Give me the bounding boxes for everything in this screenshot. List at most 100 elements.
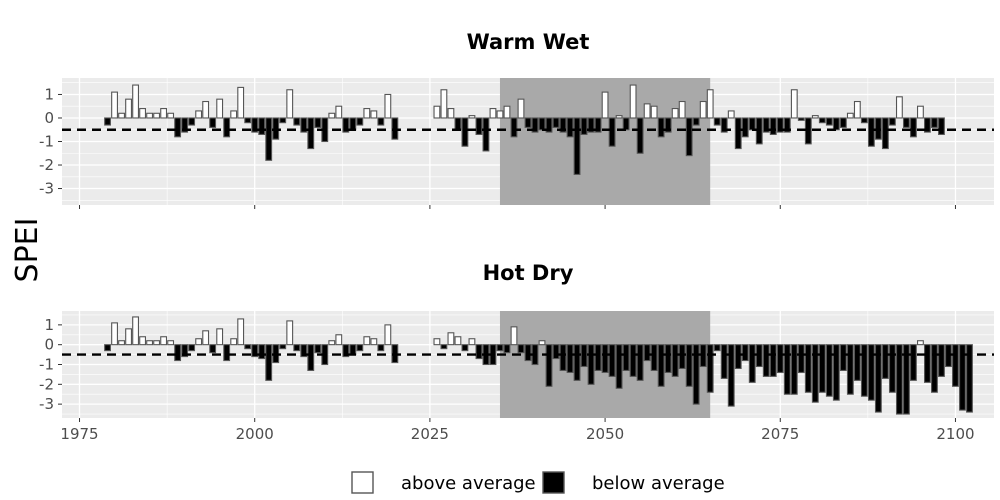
bar-2012: [335, 334, 343, 346]
bar-1992: [195, 338, 203, 346]
bar-2083: [832, 344, 840, 401]
bar-1991: [188, 117, 196, 126]
bar-2093: [902, 344, 910, 415]
bar-2085: [846, 344, 854, 395]
bar-2040: [531, 117, 539, 133]
bar-2038: [517, 344, 525, 354]
bar-2014: [349, 117, 357, 131]
bar-2087: [860, 117, 868, 124]
bar-2092: [895, 96, 903, 119]
bar-2070: [741, 344, 749, 362]
bar-2004: [279, 344, 287, 350]
bar-1999: [244, 344, 252, 350]
bar-1996: [223, 117, 231, 138]
bar-2058: [657, 117, 665, 138]
bar-1990: [181, 344, 189, 358]
bar-1999: [244, 117, 252, 124]
bar-2083: [832, 117, 840, 131]
bar-2045: [566, 117, 574, 138]
bar-1987: [160, 108, 168, 119]
bar-2037: [510, 117, 518, 138]
bar-2027: [440, 89, 448, 119]
legend-key-0: [351, 471, 374, 494]
bar-2002: [265, 344, 273, 381]
bar-2063: [692, 117, 700, 126]
bar-2037: [510, 326, 518, 346]
bar-2090: [881, 117, 889, 150]
bar-2030: [461, 344, 469, 352]
bar-2039: [524, 344, 532, 362]
bar-2051: [608, 344, 616, 377]
panel-title: Warm Wet: [467, 30, 590, 54]
x-tick-label: 2075: [761, 425, 799, 443]
bar-2005: [286, 320, 294, 346]
bar-2026: [433, 105, 441, 119]
bar-2056: [643, 103, 651, 119]
bar-2079: [804, 117, 812, 145]
bar-2078: [797, 344, 805, 373]
bar-2043: [552, 344, 560, 360]
bar-2011: [328, 112, 336, 119]
bar-2036: [503, 344, 511, 354]
bar-2030: [461, 117, 469, 147]
bar-2055: [636, 344, 644, 381]
y-tick-label: 0: [44, 336, 54, 354]
bar-2019: [384, 93, 392, 119]
bar-2031: [468, 338, 476, 346]
legend: above average below average: [351, 471, 725, 494]
bar-1997: [230, 110, 238, 119]
bar-2084: [839, 344, 847, 371]
bar-2098: [938, 117, 945, 135]
bar-2045: [566, 344, 574, 373]
bar-2001: [258, 344, 266, 360]
bar-2000: [251, 344, 259, 358]
bar-2058: [657, 344, 665, 387]
bar-2095: [916, 340, 924, 346]
bar-2075: [776, 344, 784, 373]
bar-1986: [153, 340, 161, 346]
bar-2102: [966, 344, 973, 413]
x-axis: 1975 2000 2025 2050 2075 2100: [60, 425, 974, 443]
bar-2088: [867, 344, 875, 401]
bar-2091: [888, 344, 896, 393]
bar-2015: [356, 117, 364, 126]
bar-2088: [867, 117, 875, 147]
bar-1984: [139, 108, 147, 119]
bar-1982: [125, 328, 132, 346]
bar-2054: [629, 84, 637, 119]
bar-2019: [384, 324, 392, 346]
x-tick-label: 2025: [411, 425, 449, 443]
bar-1982: [125, 98, 132, 119]
bar-2042: [545, 344, 553, 387]
bar-1988: [167, 340, 175, 346]
bar-2078: [797, 117, 805, 121]
bar-2075: [776, 117, 784, 133]
bar-2039: [524, 117, 532, 128]
bar-2057: [650, 344, 658, 371]
bar-2018: [377, 117, 385, 126]
bar-2047: [580, 117, 588, 135]
y-tick-label: -2: [39, 375, 54, 393]
bar-1986: [153, 112, 161, 119]
bar-2067: [720, 117, 728, 133]
bar-1980: [111, 322, 118, 346]
bar-2096: [924, 344, 931, 383]
bar-2089: [874, 344, 882, 413]
bar-2065: [706, 344, 714, 393]
bar-2071: [748, 344, 756, 383]
bar-2000: [251, 117, 259, 133]
bar-1987: [160, 336, 168, 346]
bar-2074: [769, 344, 777, 377]
bar-2094: [909, 117, 917, 138]
bar-2013: [342, 117, 350, 133]
legend-label-1: below average: [592, 473, 725, 494]
bar-2066: [713, 117, 721, 126]
bar-2080: [811, 115, 819, 119]
bar-2081: [818, 117, 826, 124]
bar-2017: [370, 338, 378, 346]
bar-2097: [931, 344, 938, 393]
bar-2065: [706, 89, 714, 119]
y-tick-label: -3: [39, 180, 54, 198]
